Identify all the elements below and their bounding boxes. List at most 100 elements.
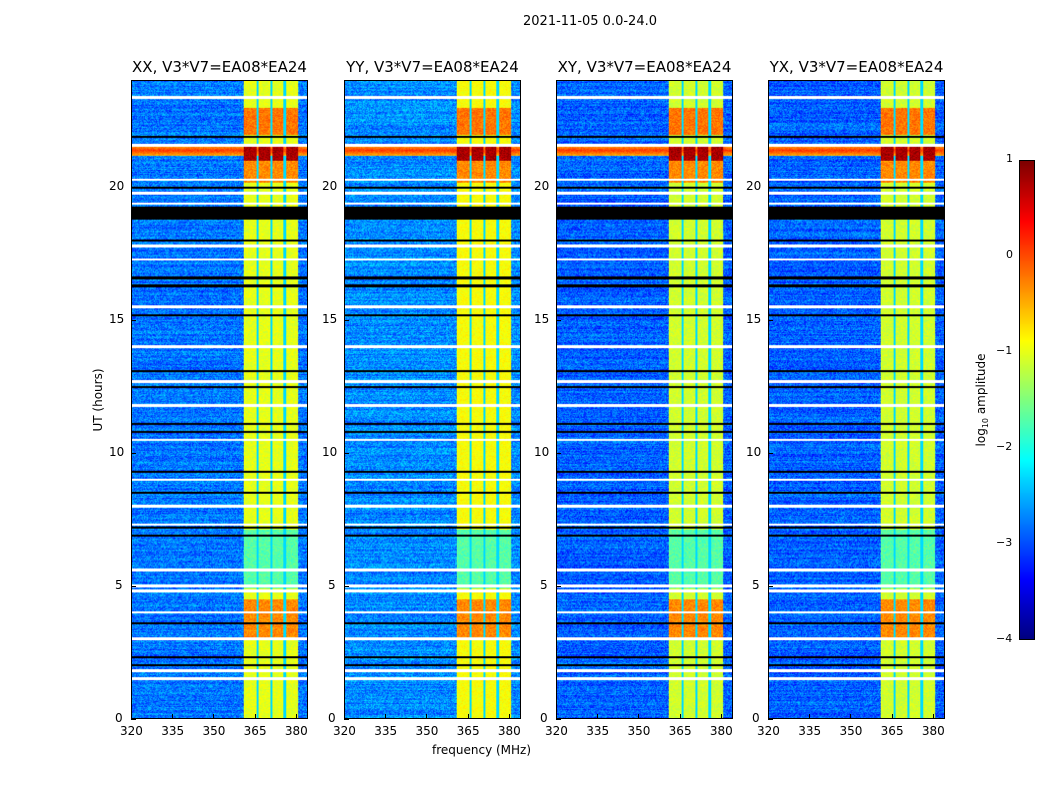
x-tick-label: 365 xyxy=(243,724,267,738)
x-tick-label: 335 xyxy=(798,724,822,738)
panel-title: XX, V3*V7=EA08*EA24 xyxy=(132,58,307,76)
colorbar-tick-label: 1 xyxy=(1006,152,1013,165)
x-tick-label: 335 xyxy=(161,724,185,738)
y-tick-label: 20 xyxy=(746,178,762,193)
x-tick-mark xyxy=(556,714,557,719)
heatmap-cells xyxy=(345,81,520,718)
y-tick-label: 0 xyxy=(752,711,760,725)
colorbar-tick-label: −2 xyxy=(996,440,1013,453)
y-tick-mark xyxy=(344,719,349,720)
colorbar xyxy=(1019,160,1035,640)
y-tick-mark xyxy=(131,452,136,454)
y-tick-mark xyxy=(556,186,561,188)
heatmap-panel-1 xyxy=(344,80,521,719)
colorbar-tick-label: −4 xyxy=(996,632,1013,645)
y-tick-label: 5 xyxy=(115,577,123,592)
x-tick-label: 365 xyxy=(668,724,692,738)
x-axis-label: frequency (MHz) xyxy=(432,743,532,757)
x-tick-label: 350 xyxy=(202,724,226,738)
colorbar-tick-label: 0 xyxy=(1006,248,1013,261)
y-tick-label: 5 xyxy=(328,577,336,592)
panel-title: YX, V3*V7=EA08*EA24 xyxy=(769,58,944,76)
y-tick-label: 15 xyxy=(746,311,762,326)
y-tick-mark xyxy=(131,186,136,188)
heatmap-panel-0 xyxy=(131,80,308,719)
y-tick-label: 5 xyxy=(540,577,548,592)
y-tick-label: 5 xyxy=(752,577,760,592)
y-tick-mark xyxy=(556,452,561,454)
heatmap-panel-2 xyxy=(556,80,733,719)
x-tick-label: 350 xyxy=(839,724,863,738)
x-tick-label: 380 xyxy=(921,724,945,738)
y-tick-label: 10 xyxy=(534,444,550,459)
heatmap-cells xyxy=(557,81,732,718)
x-tick-mark xyxy=(213,714,215,719)
y-tick-label: 10 xyxy=(322,444,338,459)
x-tick-label: 320 xyxy=(333,724,356,738)
y-tick-mark xyxy=(344,319,349,321)
x-tick-mark xyxy=(467,714,469,719)
y-tick-mark xyxy=(556,719,561,720)
x-tick-mark xyxy=(720,714,722,719)
x-tick-label: 350 xyxy=(627,724,651,738)
y-tick-mark xyxy=(768,319,773,321)
y-tick-mark xyxy=(131,585,136,587)
y-tick-mark xyxy=(344,186,349,188)
y-tick-label: 0 xyxy=(115,711,123,725)
x-tick-label: 320 xyxy=(757,724,780,738)
y-axis-label: UT (hours) xyxy=(91,368,105,432)
x-tick-mark xyxy=(932,714,934,719)
heatmap-panel-3 xyxy=(768,80,945,719)
x-tick-mark xyxy=(426,714,428,719)
x-tick-label: 365 xyxy=(456,724,480,738)
y-tick-mark xyxy=(131,719,136,720)
y-tick-mark xyxy=(768,719,773,720)
x-tick-label: 335 xyxy=(374,724,398,738)
y-tick-label: 15 xyxy=(534,311,550,326)
y-tick-mark xyxy=(344,452,349,454)
y-tick-label: 0 xyxy=(540,711,548,725)
y-tick-label: 10 xyxy=(109,444,125,459)
x-tick-label: 380 xyxy=(497,724,521,738)
y-tick-mark xyxy=(768,186,773,188)
x-tick-mark xyxy=(768,714,769,719)
colorbar-label: log10 amplitude xyxy=(973,353,991,447)
y-tick-mark xyxy=(344,585,349,587)
x-tick-mark xyxy=(131,714,132,719)
y-tick-label: 20 xyxy=(534,178,550,193)
y-tick-mark xyxy=(556,585,561,587)
x-tick-label: 380 xyxy=(709,724,733,738)
y-tick-label: 20 xyxy=(322,178,338,193)
y-tick-label: 0 xyxy=(328,711,336,725)
x-tick-mark xyxy=(172,714,174,719)
heatmap-cells xyxy=(132,81,307,718)
x-tick-mark xyxy=(891,714,893,719)
x-tick-mark xyxy=(254,714,256,719)
x-tick-label: 320 xyxy=(120,724,143,738)
colorbar-tick-label: −3 xyxy=(996,536,1013,549)
x-tick-mark xyxy=(385,714,387,719)
y-tick-label: 20 xyxy=(109,178,125,193)
figure-title: 2021-11-05 0.0-24.0 xyxy=(523,14,657,29)
x-tick-label: 320 xyxy=(545,724,568,738)
y-tick-mark xyxy=(556,319,561,321)
y-tick-label: 15 xyxy=(322,311,338,326)
x-tick-mark xyxy=(508,714,510,719)
x-tick-mark xyxy=(850,714,852,719)
heatmap-cells xyxy=(769,81,944,718)
y-tick-label: 15 xyxy=(109,311,125,326)
x-tick-mark xyxy=(679,714,681,719)
x-tick-mark xyxy=(597,714,599,719)
panel-title: YY, V3*V7=EA08*EA24 xyxy=(346,58,519,76)
y-tick-mark xyxy=(768,452,773,454)
panel-title: XY, V3*V7=EA08*EA24 xyxy=(557,58,732,76)
y-tick-label: 10 xyxy=(746,444,762,459)
y-tick-mark xyxy=(131,319,136,321)
x-tick-mark xyxy=(344,714,345,719)
x-tick-label: 350 xyxy=(415,724,439,738)
colorbar-gradient xyxy=(1020,161,1034,639)
y-tick-mark xyxy=(768,585,773,587)
colorbar-tick-label: −1 xyxy=(996,344,1013,357)
x-tick-label: 335 xyxy=(586,724,610,738)
